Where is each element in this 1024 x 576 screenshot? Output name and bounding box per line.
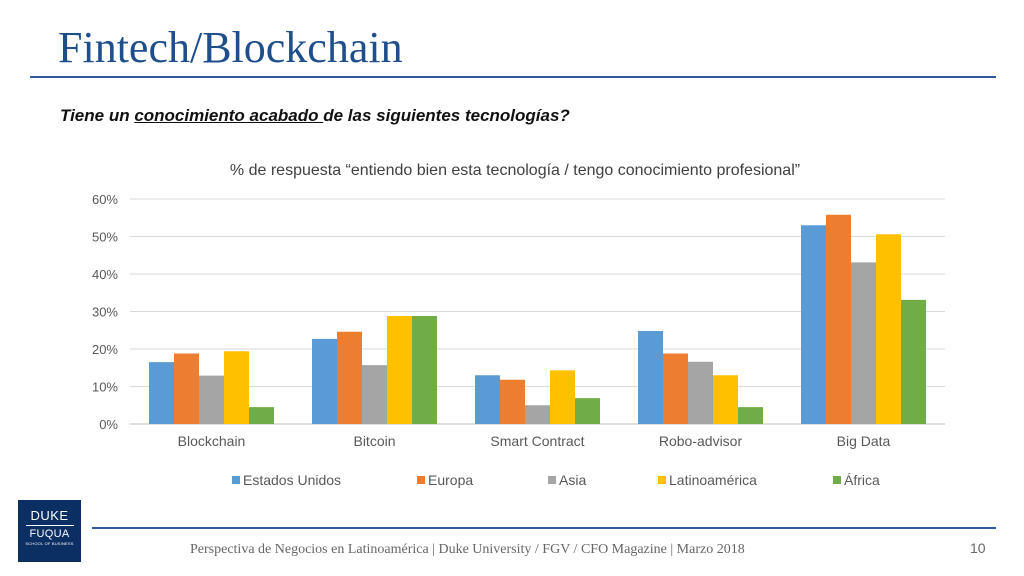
footer-divider [92,527,996,529]
bar [638,331,663,424]
bar [362,365,387,424]
question-text-end: de las siguientes tecnologías? [323,106,570,125]
bar [412,316,437,424]
chart-title: % de respuesta “entiendo bien esta tecno… [229,162,801,179]
bar [525,405,550,424]
bar [387,316,412,424]
x-tick-label: Big Data [837,433,891,449]
y-tick-label: 30% [92,305,118,320]
legend-label: África [844,472,880,488]
bar [901,299,926,424]
bar [199,375,224,424]
legend-label: Europa [428,472,473,488]
legend-swatch [232,476,240,484]
y-tick-label: 50% [92,230,118,245]
bar [224,351,249,424]
bar [801,225,826,424]
legend-label: Estados Unidos [243,472,341,488]
legend-swatch [833,476,841,484]
y-tick-label: 40% [92,267,118,282]
legend-swatch [658,476,666,484]
bar [851,262,876,424]
bar [738,407,763,424]
survey-question: Tiene un conocimiento acabado de las sig… [60,106,570,126]
bar [312,338,337,424]
y-tick-label: 20% [92,342,118,357]
legend-swatch [548,476,556,484]
bar [149,362,174,424]
bar [337,331,362,424]
question-text-underlined: conocimiento acabado [134,106,324,125]
logo-text-school: SCHOOL OF BUSINESS [25,541,74,546]
logo-text-duke: DUKE [30,508,69,523]
title-divider [30,76,996,78]
bar [174,353,199,424]
bar [475,375,500,424]
y-tick-label: 60% [92,192,118,207]
y-tick-label: 0% [99,417,118,432]
x-tick-label: Smart Contract [490,433,584,449]
bar [500,379,525,424]
legend-label: Latinoamérica [669,472,757,488]
bar [713,375,738,424]
legend-swatch [417,476,425,484]
x-tick-label: Robo-advisor [659,433,743,449]
legend-label: Asia [559,472,586,488]
bar [688,361,713,424]
bar [663,353,688,424]
slide-title: Fintech/Blockchain [58,23,403,72]
bar [249,407,274,424]
x-tick-label: Blockchain [178,433,246,449]
x-tick-label: Bitcoin [353,433,395,449]
bar [575,398,600,424]
bar [550,370,575,424]
bar [876,234,901,424]
question-text-start: Tiene un [60,106,135,125]
duke-fuqua-logo: DUKE FUQUA SCHOOL OF BUSINESS [18,500,81,562]
footer-text: Perspectiva de Negocios en Latinoamérica… [190,542,745,557]
y-tick-label: 10% [92,380,118,395]
bar [826,214,851,424]
logo-divider [25,525,74,526]
logo-text-fuqua: FUQUA [29,528,70,540]
page-number: 10 [970,540,986,556]
